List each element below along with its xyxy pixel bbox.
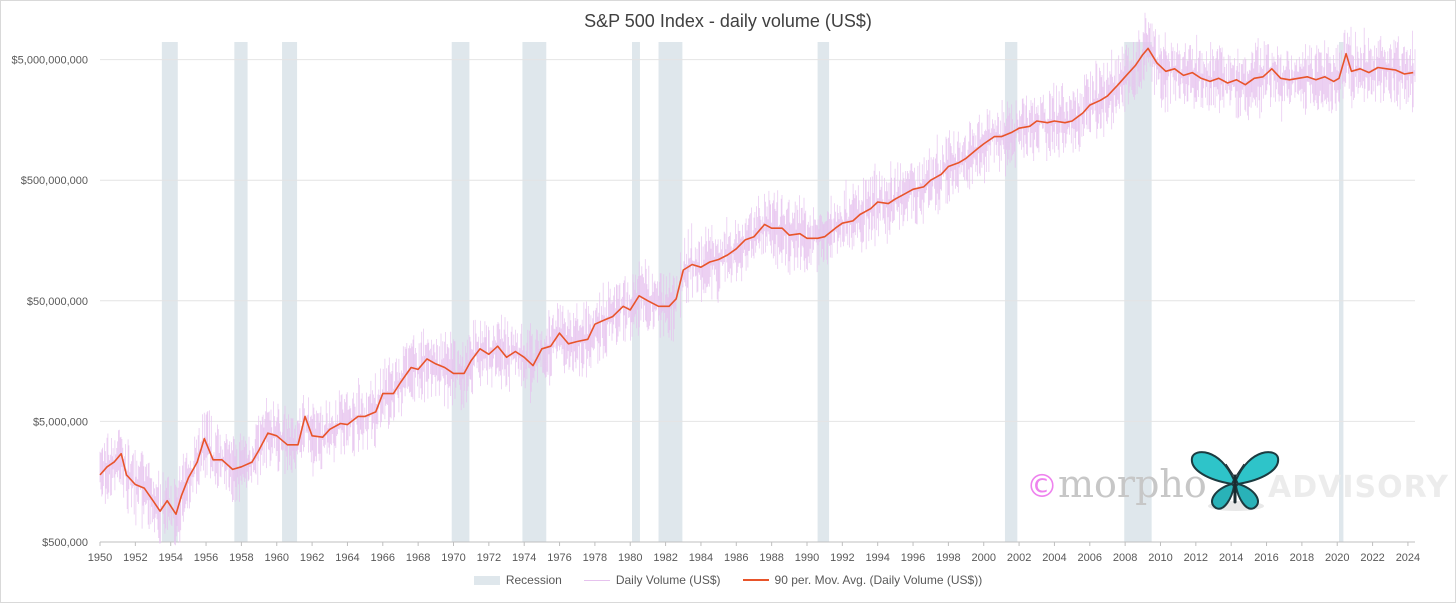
x-tick-label: 1964: [335, 552, 359, 564]
recession-band: [1004, 42, 1018, 542]
x-tick-label: 1984: [689, 552, 713, 564]
x-tick-label: 2000: [971, 552, 995, 564]
x-tick-label: 2020: [1325, 552, 1349, 564]
recession-band: [161, 42, 178, 542]
x-tick-label: 1968: [406, 552, 430, 564]
x-tick-label: 2024: [1396, 552, 1420, 564]
y-tick-label: $5,000,000,000: [12, 55, 88, 67]
x-tick-label: 1998: [936, 552, 960, 564]
x-tick-label: 1972: [477, 552, 501, 564]
x-tick-label: 1956: [194, 552, 218, 564]
x-tick-label: 1978: [583, 552, 607, 564]
recession-band: [1338, 42, 1344, 542]
x-tick-label: 2018: [1290, 552, 1314, 564]
watermark-logo: ©morpho: [1026, 462, 1207, 506]
x-tick-label: 1966: [371, 552, 395, 564]
recession-band: [234, 42, 248, 542]
x-tick-label: 2016: [1254, 552, 1278, 564]
y-tick-label: $500,000: [42, 537, 88, 549]
x-tick-label: 1994: [865, 552, 889, 564]
x-tick-label: 1954: [158, 552, 182, 564]
legend-item-ma: 90 per. Mov. Avg. (Daily Volume (US$)): [742, 573, 983, 587]
legend-item-daily: Daily Volume (US$): [583, 573, 721, 587]
x-tick-label: 1990: [795, 552, 819, 564]
x-tick-label: 1960: [265, 552, 289, 564]
x-tick-label: 2004: [1042, 552, 1066, 564]
chart-title: S&P 500 Index - daily volume (US$): [584, 11, 872, 31]
x-tick-label: 1980: [618, 552, 642, 564]
chart-legend: Recession Daily Volume (US$) 90 per. Mov…: [0, 573, 1456, 587]
y-tick-label: $5,000,000: [33, 416, 88, 428]
watermark-brand: morpho: [1058, 462, 1207, 506]
x-tick-label: 1962: [300, 552, 324, 564]
recession-band: [451, 42, 470, 542]
x-tick-label: 1986: [724, 552, 748, 564]
x-tick-label: 2006: [1078, 552, 1102, 564]
daily-volume-series: [99, 12, 1416, 546]
x-tick-label: 1988: [759, 552, 783, 564]
y-tick-label: $500,000,000: [21, 175, 88, 187]
butterfly-icon: [1190, 451, 1280, 511]
x-tick-label: 1982: [653, 552, 677, 564]
x-tick-label: 1974: [512, 552, 536, 564]
x-tick-label: 1950: [88, 552, 112, 564]
watermark-suffix: ADVISORY: [1268, 470, 1449, 505]
x-tick-label: 1996: [901, 552, 925, 564]
x-tick-label: 1958: [229, 552, 253, 564]
legend-swatch-recession: [473, 575, 500, 585]
legend-swatch-daily: [583, 579, 610, 581]
x-tick-label: 1970: [441, 552, 465, 564]
recession-band: [1124, 42, 1152, 542]
x-tick-label: 2014: [1219, 552, 1243, 564]
x-tick-label: 2008: [1113, 552, 1137, 564]
legend-label-ma: 90 per. Mov. Avg. (Daily Volume (US$)): [774, 573, 983, 587]
recession-band: [658, 42, 683, 542]
y-tick-label: $50,000,000: [27, 296, 88, 308]
x-tick-label: 2002: [1007, 552, 1031, 564]
x-tick-label: 1976: [547, 552, 571, 564]
legend-label-daily: Daily Volume (US$): [615, 573, 721, 587]
legend-swatch-ma: [742, 579, 769, 581]
x-tick-label: 2012: [1184, 552, 1208, 564]
x-tick-label: 1952: [123, 552, 147, 564]
moving-average-line: [99, 47, 1414, 515]
recession-band: [817, 42, 830, 542]
x-tick-label: 2010: [1148, 552, 1172, 564]
copyright-symbol: ©: [1026, 467, 1058, 505]
x-tick-label: 1992: [830, 552, 854, 564]
x-tick-label: 2022: [1360, 552, 1384, 564]
recession-band: [522, 42, 547, 542]
legend-label-recession: Recession: [505, 573, 562, 587]
legend-item-recession: Recession: [473, 573, 562, 587]
recession-band: [282, 42, 298, 542]
